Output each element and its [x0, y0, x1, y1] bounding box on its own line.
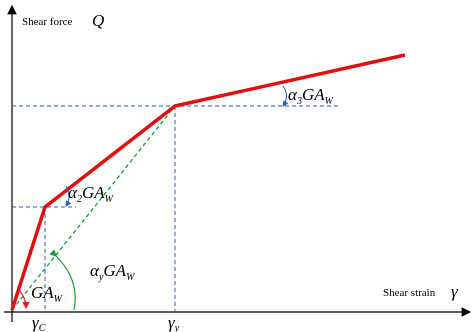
y-axis-symbol: Q [92, 11, 104, 30]
label-part: W [54, 294, 64, 305]
label-part: W [105, 194, 115, 205]
strain-mark: γC [32, 313, 46, 332]
x-axis-symbol: γ [451, 282, 459, 301]
angle-arc [65, 185, 72, 207]
stiffness-label: αyGAW [90, 261, 136, 283]
angle-arc [18, 289, 30, 310]
y-axis-label: Shear force [22, 16, 73, 28]
x-axis-label: Shear strain [383, 287, 436, 299]
secant-line [11, 105, 176, 311]
stiffness-label: GAW [31, 283, 64, 305]
label-part: γ [168, 313, 176, 332]
label-part: α [68, 183, 78, 202]
label-part: C [39, 323, 46, 332]
label-part: y [174, 323, 180, 332]
label-part: GA [31, 283, 54, 302]
angle-arc [49, 249, 76, 311]
label-part: W [126, 272, 136, 283]
label-part: 2 [77, 194, 82, 205]
label-part: 3 [296, 96, 302, 107]
label-part: GA [302, 85, 325, 104]
label-part: GA [82, 183, 105, 202]
stiffness-label: α3GAW [288, 85, 335, 107]
label-part: γ [32, 313, 40, 332]
angle-arc [282, 85, 289, 107]
trilinear-curve [10, 53, 406, 311]
label-part: W [325, 96, 335, 107]
label-part: α [90, 261, 100, 280]
label-part: GA [103, 261, 126, 280]
guide-lines [12, 105, 340, 312]
stiffness-label: α2GAW [68, 183, 115, 205]
label-part: α [288, 85, 298, 104]
label-part: y [98, 272, 104, 283]
strain-mark: γy [168, 313, 180, 332]
